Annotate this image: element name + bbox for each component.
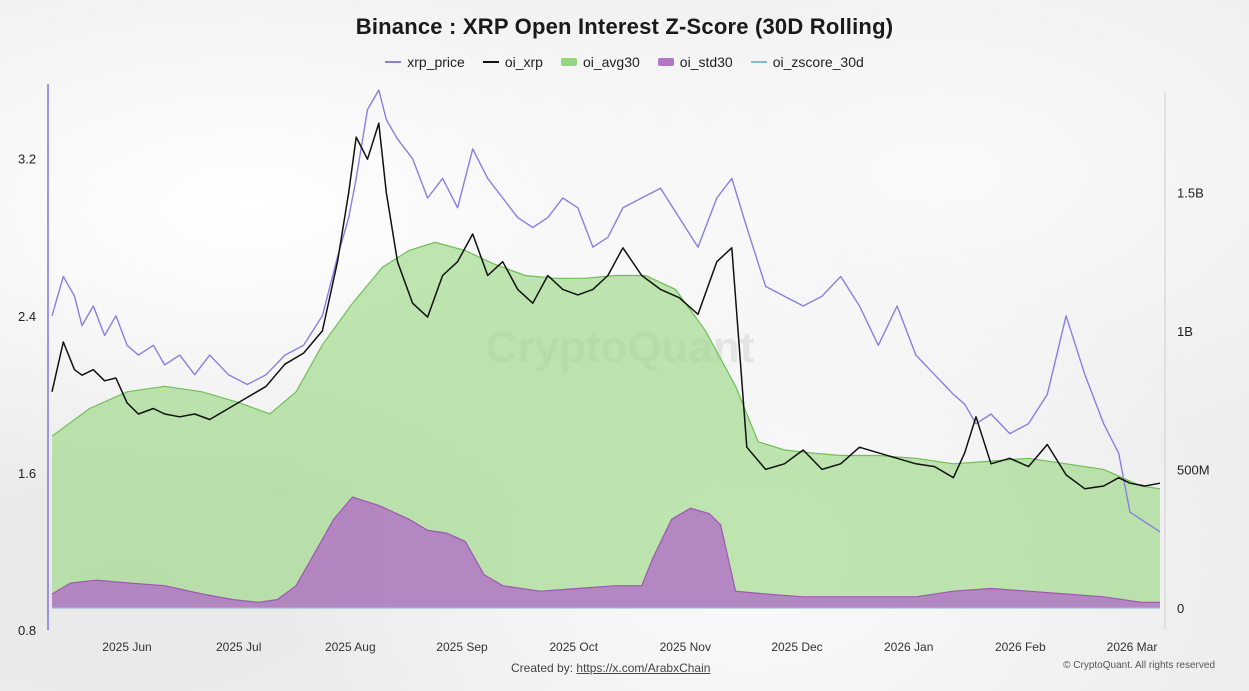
legend-swatch-oi-std30 <box>657 58 674 66</box>
credit-link[interactable]: https://x.com/ArabxChain <box>576 661 711 675</box>
x-tick-label: 2025 Jun <box>102 640 151 654</box>
legend-swatch-oi-avg30 <box>560 58 577 66</box>
chart-title: Binance : XRP Open Interest Z-Score (30D… <box>355 14 894 39</box>
chart-legend: xrp_price oi_xrp oi_avg30 oi_std30 oi_zs… <box>0 54 1249 70</box>
legend-label-oi-std30: oi_std30 <box>679 54 733 70</box>
legend-label-oi-zscore: oi_zscore_30d <box>772 54 864 70</box>
credit-prefix: Created by: <box>511 661 574 675</box>
legend-item-oi-std30[interactable]: oi_std30 <box>657 54 733 70</box>
legend-item-xrp-price[interactable]: xrp_price <box>385 54 465 70</box>
y-left-tick-label: 3.2 <box>18 152 36 167</box>
x-tick-label: 2026 Jan <box>884 640 933 654</box>
x-tick-label: 2025 Dec <box>771 640 822 654</box>
x-tick-label: 2026 Feb <box>995 640 1046 654</box>
y-right-tick-label: 1.5B <box>1177 186 1204 201</box>
x-tick-label: 2025 Sep <box>436 640 488 654</box>
legend-swatch-oi-xrp <box>482 61 499 63</box>
y-right-tick-label: 0 <box>1177 601 1184 616</box>
legend-item-oi-xrp[interactable]: oi_xrp <box>482 54 543 70</box>
legend-item-oi-zscore[interactable]: oi_zscore_30d <box>750 54 864 70</box>
x-tick-label: 2025 Aug <box>325 640 376 654</box>
series-edge-oi-std30 <box>51 496 1160 603</box>
series-line-oi-xrp <box>51 122 1161 490</box>
legend-label-oi-avg30: oi_avg30 <box>582 54 640 70</box>
x-tick-label: 2025 Oct <box>549 640 598 654</box>
x-tick-label: 2025 Nov <box>660 640 711 654</box>
y-left-tick-label: 0.8 <box>18 623 36 638</box>
x-tick-label: 2025 Jul <box>216 640 261 654</box>
legend-swatch-xrp-price <box>385 61 402 63</box>
y-right-tick-label: 1B <box>1177 324 1193 339</box>
y-right-tick-label: 500M <box>1177 462 1210 477</box>
copyright: © CryptoQuant. All rights reserved <box>1063 660 1215 671</box>
legend-swatch-oi-zscore <box>750 61 767 63</box>
credit: Created by: https://x.com/ArabxChain <box>511 661 710 675</box>
y-left-tick-label: 1.6 <box>18 466 36 481</box>
legend-item-oi-avg30[interactable]: oi_avg30 <box>560 54 640 70</box>
series-area-oi-std30 <box>52 497 1160 608</box>
series-area-oi-avg30 <box>52 242 1160 608</box>
series-line-xrp-price <box>51 89 1161 533</box>
y-left-tick-label: 2.4 <box>18 309 36 324</box>
x-tick-label: 2026 Mar <box>1107 640 1158 654</box>
legend-label-oi-xrp: oi_xrp <box>504 54 543 70</box>
legend-label-xrp-price: xrp_price <box>407 54 465 70</box>
